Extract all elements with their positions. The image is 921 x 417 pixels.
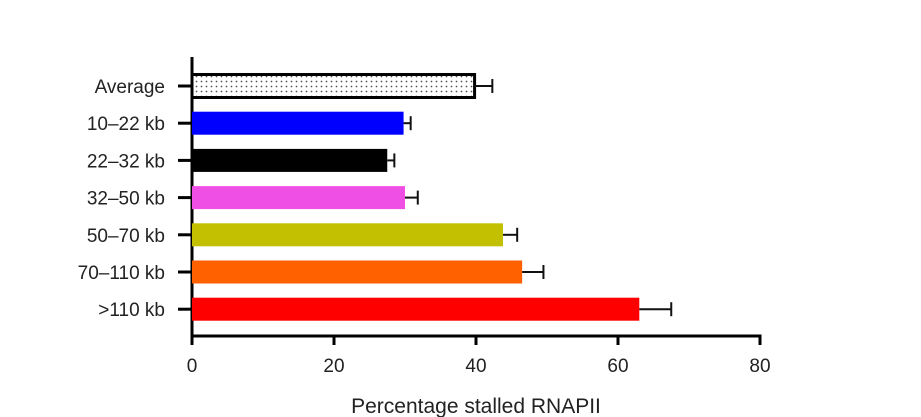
x-tick-label: 60 (607, 356, 628, 377)
bar (192, 148, 388, 172)
x-tick-label: 20 (323, 356, 344, 377)
bar (192, 297, 640, 321)
category-label: 70–110 kb (78, 263, 165, 284)
bar (192, 260, 523, 284)
x-tick-label: 80 (749, 356, 770, 377)
x-tick-label: 0 (187, 356, 198, 377)
x-axis-title: Percentage stalled RNAPII (351, 395, 601, 417)
bar (192, 186, 405, 210)
plot-area: 0 20 40 60 80 Average 10–22 kb 22–32 kb 32–50 kb… (78, 57, 771, 377)
category-label: 10–22 kb (87, 114, 165, 135)
category-label: 50–70 kb (87, 226, 165, 247)
bar (190, 73, 477, 99)
category-label: >110 kb (98, 300, 165, 321)
bar (192, 111, 404, 135)
category-label: Average (95, 77, 165, 98)
x-tick-label: 40 (465, 356, 486, 377)
category-label: 22–32 kb (87, 151, 165, 172)
category-label: 32–50 kb (87, 189, 165, 210)
bar (192, 223, 503, 247)
